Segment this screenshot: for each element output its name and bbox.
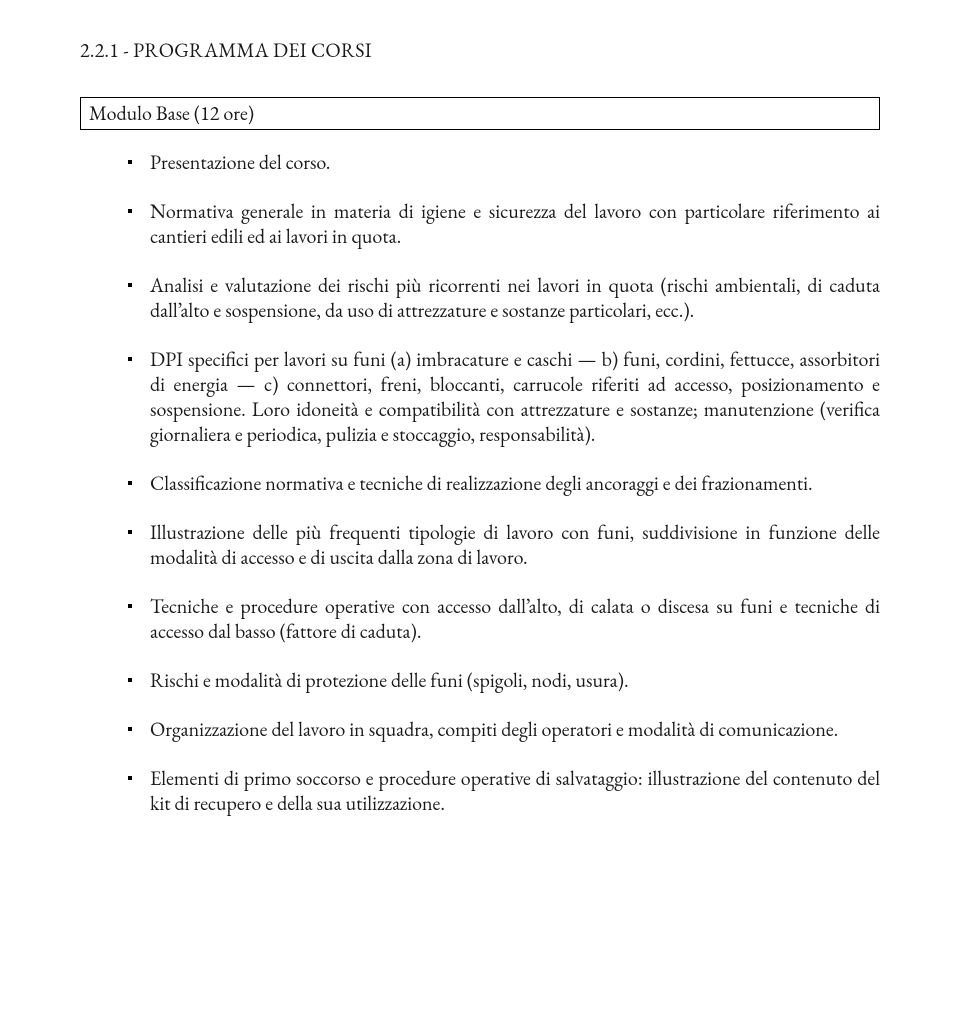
module-title: Modulo Base (12 ore) [89, 100, 254, 126]
list-item: Organizzazione del lavoro in squadra, co… [128, 717, 880, 742]
list-item: Rischi e modalità di protezione delle fu… [128, 668, 880, 693]
module-title-box: Modulo Base (12 ore) [80, 97, 880, 130]
list-item: Illustrazione delle più frequenti tipolo… [128, 520, 880, 570]
module-items-list: Presentazione del corso. Normativa gener… [128, 150, 880, 816]
list-item: DPI specifici per lavori su funi (a) imb… [128, 347, 880, 447]
list-item: Classificazione normativa e tecniche di … [128, 471, 880, 496]
list-item: Tecniche e procedure operative con acces… [128, 594, 880, 644]
list-item: Normativa generale in materia di igiene … [128, 199, 880, 249]
list-item: Analisi e valutazione dei rischi più ric… [128, 273, 880, 323]
list-item: Presentazione del corso. [128, 150, 880, 175]
section-heading: 2.2.1 - PROGRAMMA DEI CORSI [80, 38, 880, 63]
list-item: Elementi di primo soccorso e procedure o… [128, 766, 880, 816]
